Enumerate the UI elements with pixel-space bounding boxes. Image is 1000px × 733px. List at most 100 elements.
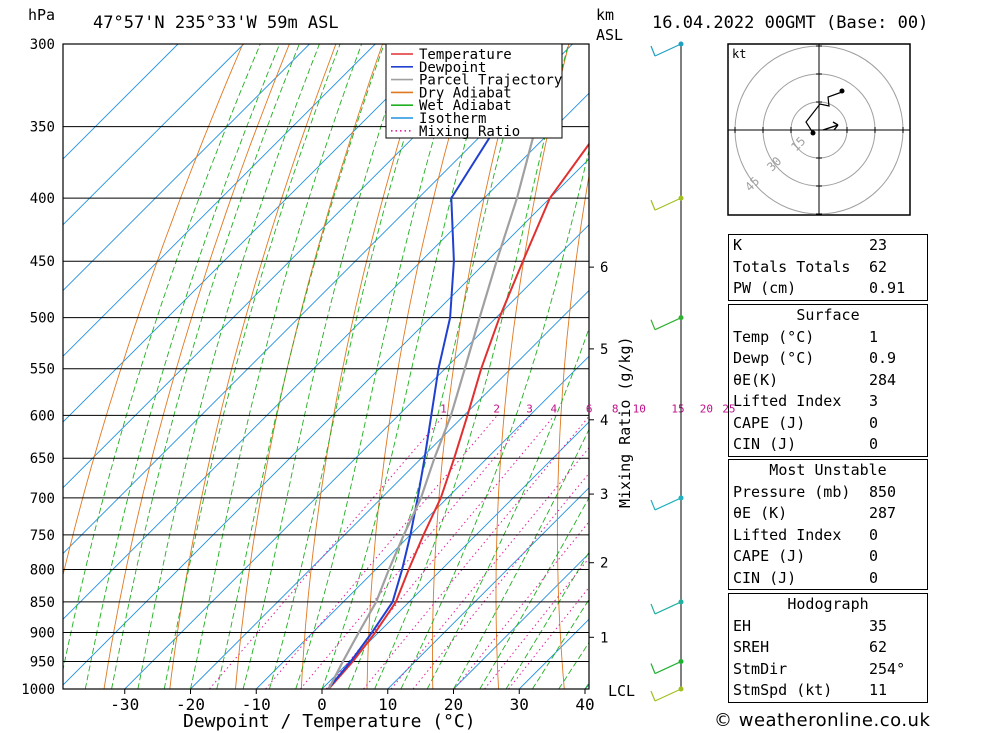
wind-barb [650, 660, 682, 675]
row-label: CAPE (J) [733, 547, 806, 565]
basic-indices-table: K 23 Totals Totals 62 PW (cm) 0.91 [728, 234, 928, 301]
row-label: K [733, 236, 743, 254]
wind-profile [650, 41, 684, 702]
mixing-ratio-label: 1 [440, 402, 447, 415]
mixing-ratio-line [300, 414, 531, 689]
series-line-parcel-trajectory [327, 44, 561, 689]
height-tick-label: 3 [600, 487, 608, 503]
row-value: 0 [869, 435, 879, 453]
pressure-tick-label: 300 [30, 37, 55, 53]
pressure-tick-label: 900 [30, 626, 55, 642]
height-tick-label: 4 [600, 413, 608, 429]
table-row: SREH 62 [729, 637, 927, 659]
row-value: 287 [869, 504, 897, 522]
storm-motion-arrow [822, 121, 839, 131]
table-row: CAPE (J) 0 [729, 546, 927, 568]
temperature-tick-label: 20 [444, 695, 463, 714]
row-label: θE(K) [733, 370, 779, 389]
table-row: CIN (J) 0 [729, 568, 927, 590]
mixing-ratio-label: 3 [526, 402, 533, 415]
isotherm-line [124, 224, 589, 689]
isotherm-line [63, 44, 310, 292]
table-header: Hodograph [787, 595, 869, 613]
wet-adiabat-line [453, 428, 589, 689]
row-value: 0 [869, 547, 879, 565]
pressure-tick-label: 800 [30, 562, 55, 578]
isotherm-line [255, 355, 589, 689]
isotherm-line [63, 44, 573, 555]
most-unstable-table: Most Unstable Pressure (mb) 850 θE (K) 287 Li… [728, 459, 928, 590]
legend-entry-label: Temperature [419, 47, 512, 63]
row-label: SREH [733, 638, 770, 656]
row-label: CIN (J) [733, 568, 797, 587]
table-row: Lifted Index 3 [729, 391, 927, 413]
table-row: Pressure (mb) 850 [729, 482, 927, 504]
isotherm-line [387, 487, 589, 689]
lcl-label: LCL [608, 682, 635, 700]
legend-entry-label: Wet Adiabat [419, 98, 512, 114]
temperature-tick-labels: -30 -20 -10 0 10 20 30 40 [110, 689, 595, 714]
table-row: Lifted Index 0 [729, 525, 927, 547]
dry-adiabat-line [939, 44, 1000, 689]
height-tick-labels: 1 2 3 4 5 6 [589, 260, 608, 646]
series-line-dewpoint [327, 44, 554, 689]
legend-entry-label: Dewpoint [419, 60, 486, 76]
row-label: Lifted Index [733, 525, 842, 544]
wet-adiabat-line [505, 551, 589, 689]
row-value: 284 [869, 370, 897, 389]
pressure-tick-label: 600 [30, 408, 55, 424]
wind-barb [650, 601, 682, 615]
table-row: PW (cm) 0.91 [729, 278, 927, 300]
hodograph-start-dot [810, 130, 816, 136]
temperature-tick-label: -10 [242, 695, 271, 714]
table-header: Most Unstable [769, 461, 887, 479]
row-value: 850 [869, 482, 897, 501]
row-label: PW (cm) [733, 279, 797, 297]
x-axis-label: Dewpoint / Temperature (°C) [183, 711, 476, 732]
row-value: 1 [869, 327, 879, 346]
pressure-tick-label: 500 [30, 311, 55, 327]
km-unit-label: km [596, 6, 614, 24]
mixing-ratio-axis-label: Mixing Ratio (g/kg) [616, 336, 634, 508]
row-value: 254° [869, 659, 906, 678]
table-row: CIN (J) 0 [729, 434, 927, 456]
height-tick-label: 6 [600, 260, 608, 276]
table-row: CAPE (J) 0 [729, 413, 927, 435]
pressure-tick-label: 950 [30, 655, 55, 671]
pressure-tick-label: 400 [30, 191, 55, 207]
table-row: Temp (°C) 1 [729, 327, 927, 349]
isotherm-line [63, 158, 589, 686]
wind-barb [650, 497, 682, 511]
temperature-tick-label: 10 [378, 695, 397, 714]
legend-box [385, 43, 563, 139]
legend-entry-label: Dry Adiabat [419, 85, 512, 101]
profile-series [327, 44, 589, 689]
isotherm-line [63, 92, 589, 620]
row-value: 35 [869, 616, 888, 635]
pressure-tick-labels: 300 350 400 450 500 550 600 650 700 750 800 850 900 9… [21, 37, 55, 698]
row-label: Temp (°C) [733, 327, 815, 346]
isotherm-line [453, 552, 589, 689]
temperature-tick-label: -20 [176, 695, 205, 714]
row-value: 0 [869, 568, 879, 587]
temperature-tick-label: 30 [510, 695, 529, 714]
location-title: 47°57'N 235°33'W 59m ASL [93, 13, 339, 33]
row-value: 23 [869, 236, 888, 254]
row-value: 3 [869, 392, 879, 410]
table-row: Totals Totals 62 [729, 257, 927, 279]
pressure-tick-label: 850 [30, 595, 55, 611]
copyright-footer: © weatheronline.co.uk [714, 710, 931, 731]
table-row: K 23 [729, 235, 927, 257]
surface-indices-table: Surface Temp (°C) 1 Dewp (°C) 0.9 θE(K) 284 Lif… [728, 304, 928, 457]
isotherm-line [63, 44, 245, 226]
pressure-tick-label: 700 [30, 491, 55, 507]
row-value: 62 [869, 257, 888, 276]
temperature-tick-label: -30 [110, 695, 139, 714]
mixing-ratio-label: 20 [700, 402, 713, 415]
mixing-ratio-label: 8 [612, 402, 619, 415]
hodograph-trace [805, 91, 843, 134]
row-label: Pressure (mb) [733, 482, 851, 501]
wind-barb [650, 197, 682, 211]
